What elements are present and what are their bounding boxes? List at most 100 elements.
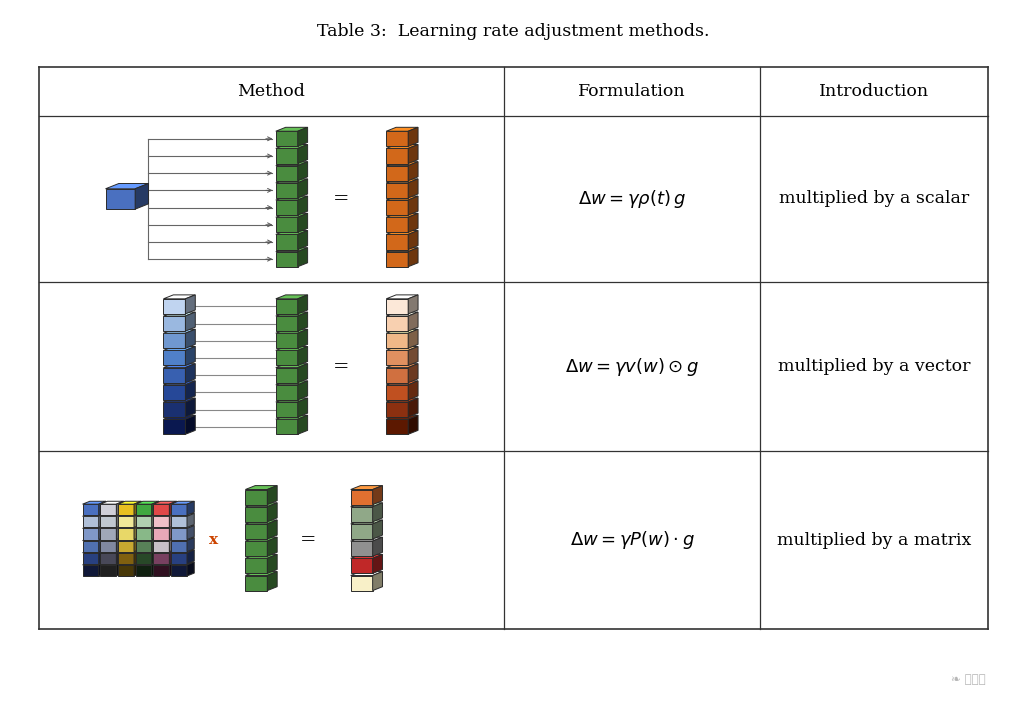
- Polygon shape: [100, 526, 124, 529]
- Polygon shape: [186, 329, 195, 348]
- Polygon shape: [298, 416, 307, 435]
- Polygon shape: [276, 234, 298, 249]
- Polygon shape: [276, 419, 298, 435]
- Text: multiplied by a scalar: multiplied by a scalar: [779, 190, 970, 208]
- Polygon shape: [117, 501, 141, 504]
- Polygon shape: [187, 526, 194, 540]
- Polygon shape: [350, 489, 373, 505]
- Polygon shape: [276, 148, 298, 164]
- Polygon shape: [373, 537, 383, 556]
- Polygon shape: [99, 562, 106, 576]
- Polygon shape: [276, 398, 307, 402]
- Polygon shape: [136, 550, 159, 552]
- Polygon shape: [163, 368, 186, 383]
- Polygon shape: [163, 333, 186, 348]
- Polygon shape: [276, 416, 307, 419]
- Polygon shape: [268, 555, 277, 574]
- Polygon shape: [116, 550, 124, 564]
- Polygon shape: [276, 329, 307, 333]
- Polygon shape: [408, 179, 418, 198]
- Polygon shape: [136, 501, 159, 504]
- Polygon shape: [298, 161, 307, 180]
- Polygon shape: [298, 213, 307, 232]
- Polygon shape: [408, 416, 418, 435]
- Polygon shape: [386, 385, 408, 400]
- Polygon shape: [153, 565, 169, 576]
- Polygon shape: [134, 562, 141, 576]
- Polygon shape: [100, 504, 116, 515]
- Polygon shape: [171, 529, 187, 540]
- Polygon shape: [171, 550, 194, 552]
- Polygon shape: [350, 558, 373, 574]
- Polygon shape: [117, 516, 134, 527]
- Text: =: =: [300, 531, 317, 549]
- Polygon shape: [163, 416, 195, 419]
- Polygon shape: [276, 364, 307, 368]
- Polygon shape: [350, 520, 383, 524]
- Polygon shape: [245, 555, 277, 558]
- Polygon shape: [386, 179, 418, 183]
- Polygon shape: [276, 230, 307, 234]
- Polygon shape: [373, 486, 383, 505]
- Polygon shape: [386, 161, 418, 166]
- Polygon shape: [136, 504, 152, 515]
- Polygon shape: [276, 179, 307, 183]
- Polygon shape: [100, 501, 124, 504]
- Polygon shape: [100, 529, 116, 540]
- Polygon shape: [186, 381, 195, 400]
- Polygon shape: [83, 562, 106, 565]
- Polygon shape: [276, 381, 307, 385]
- Text: Table 3:  Learning rate adjustment methods.: Table 3: Learning rate adjustment method…: [318, 23, 710, 40]
- Polygon shape: [245, 524, 268, 539]
- Polygon shape: [117, 504, 134, 515]
- Polygon shape: [386, 364, 418, 368]
- Polygon shape: [298, 248, 307, 267]
- Polygon shape: [187, 538, 194, 552]
- Polygon shape: [153, 526, 177, 529]
- Polygon shape: [163, 316, 186, 331]
- Polygon shape: [134, 550, 141, 564]
- Polygon shape: [135, 183, 148, 209]
- Polygon shape: [187, 562, 194, 576]
- Polygon shape: [276, 251, 298, 267]
- Polygon shape: [276, 145, 307, 148]
- Polygon shape: [276, 183, 298, 198]
- Polygon shape: [276, 196, 307, 200]
- Polygon shape: [83, 501, 106, 504]
- Polygon shape: [245, 489, 268, 505]
- Polygon shape: [163, 419, 186, 435]
- Polygon shape: [386, 183, 408, 198]
- Polygon shape: [100, 513, 124, 516]
- Polygon shape: [136, 513, 159, 516]
- Polygon shape: [153, 562, 177, 565]
- Polygon shape: [171, 526, 194, 529]
- Polygon shape: [187, 513, 194, 527]
- Polygon shape: [298, 364, 307, 383]
- Polygon shape: [350, 576, 373, 590]
- Polygon shape: [268, 537, 277, 556]
- Polygon shape: [373, 503, 383, 522]
- Polygon shape: [386, 251, 408, 267]
- Polygon shape: [408, 381, 418, 400]
- Polygon shape: [408, 248, 418, 267]
- Polygon shape: [116, 538, 124, 552]
- Text: =: =: [333, 190, 349, 208]
- Polygon shape: [386, 368, 408, 383]
- Polygon shape: [99, 526, 106, 540]
- Polygon shape: [83, 541, 99, 552]
- Polygon shape: [163, 398, 195, 402]
- Polygon shape: [83, 552, 99, 564]
- Polygon shape: [152, 501, 159, 515]
- Polygon shape: [163, 350, 186, 366]
- Polygon shape: [152, 513, 159, 527]
- Polygon shape: [171, 541, 187, 552]
- Polygon shape: [171, 516, 187, 527]
- Polygon shape: [386, 217, 408, 232]
- Polygon shape: [136, 538, 159, 541]
- Polygon shape: [386, 312, 418, 316]
- Polygon shape: [163, 364, 195, 368]
- Polygon shape: [186, 347, 195, 366]
- Polygon shape: [153, 552, 169, 564]
- Polygon shape: [169, 513, 177, 527]
- Polygon shape: [83, 504, 99, 515]
